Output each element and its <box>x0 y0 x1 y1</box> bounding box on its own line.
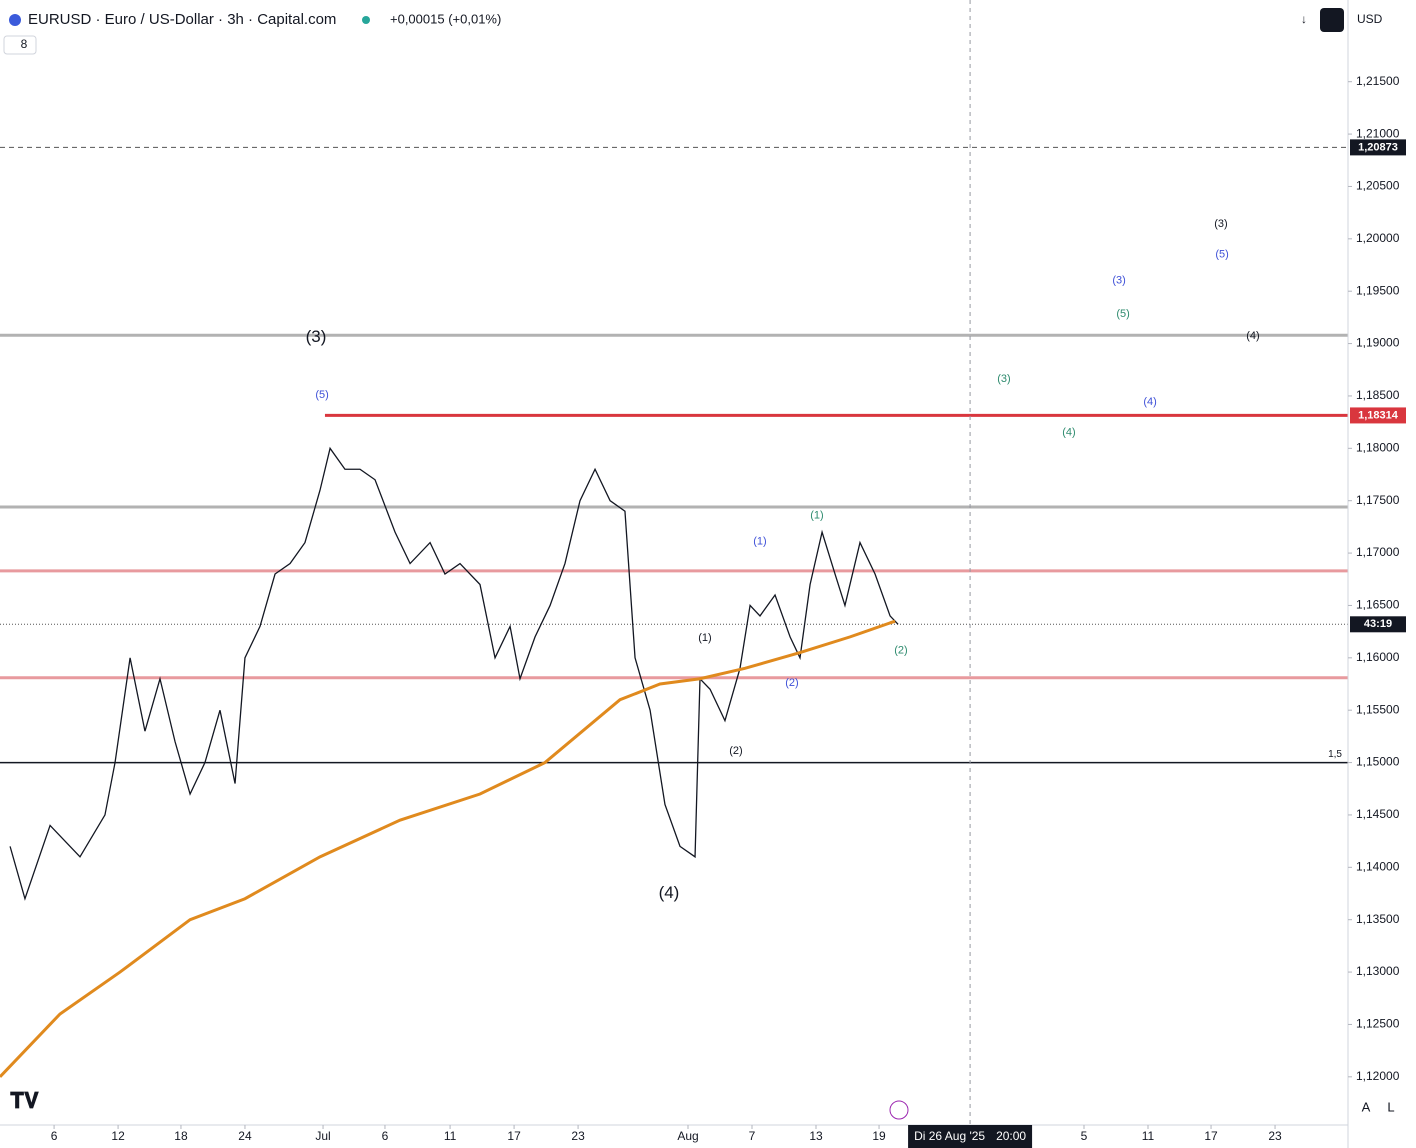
y-tick-label: 1,20000 <box>1356 231 1400 245</box>
wave-label: (1) <box>753 535 766 547</box>
price-tag-label: 1,20873 <box>1358 141 1398 153</box>
download-button[interactable]: ↓ <box>1301 12 1307 26</box>
y-tick-label: 1,21000 <box>1356 126 1400 140</box>
y-tick-label: 1,14000 <box>1356 859 1400 873</box>
wave-label: (5) <box>315 389 328 401</box>
series-line <box>9 446 899 901</box>
fullscreen-button[interactable] <box>1320 8 1344 32</box>
wave-label: (3) <box>1214 218 1227 230</box>
wave-label: (4) <box>659 883 680 902</box>
y-tick-label: 1,20500 <box>1356 179 1400 193</box>
x-tick-label: 13 <box>809 1129 823 1143</box>
events-icon[interactable] <box>889 1100 909 1120</box>
price-tag <box>1350 139 1406 156</box>
x-tick-label: Jul <box>315 1129 330 1143</box>
wave-label: (2) <box>894 644 907 656</box>
wave-label: (5) <box>1215 248 1228 260</box>
x-tick-label: 24 <box>238 1129 252 1143</box>
y-tick-label: 1,18000 <box>1356 440 1400 454</box>
x-tick-label: 23 <box>1268 1129 1282 1143</box>
y-tick-label: 1,12500 <box>1356 1017 1400 1031</box>
price-tag-label: 43:19 <box>1364 618 1392 630</box>
level-note: 1,5 <box>1328 749 1342 760</box>
crosshair-date: Di 26 Aug '25 <box>914 1129 985 1143</box>
y-tick-label: 1,16500 <box>1356 598 1400 612</box>
symbol-icon <box>9 14 21 26</box>
wave-label: (5) <box>1116 308 1129 320</box>
y-tick-label: 1,15500 <box>1356 702 1400 716</box>
x-tick-label: 7 <box>749 1129 756 1143</box>
price-tag-label: 1,18314 <box>1358 409 1399 421</box>
x-tick-label: 23 <box>571 1129 585 1143</box>
series-line <box>0 619 896 1078</box>
y-tick-label: 1,13000 <box>1356 964 1400 978</box>
x-tick-label: 19 <box>872 1129 886 1143</box>
x-tick-label: 11 <box>444 1129 457 1143</box>
y-tick-label: 1,18500 <box>1356 388 1400 402</box>
logo: 𝐓𝐕 <box>10 1088 39 1113</box>
currency[interactable]: USD <box>1357 12 1383 26</box>
wave-label: (1) <box>810 509 823 521</box>
y-tick-label: 1,12000 <box>1356 1069 1400 1083</box>
x-tick-label: 5 <box>1081 1129 1088 1143</box>
price-change: +0,00015 (+0,01%) <box>390 11 501 26</box>
price-tag <box>1350 616 1406 633</box>
y-tick-label: 1,19500 <box>1356 283 1400 297</box>
x-tick-label: 17 <box>507 1129 521 1143</box>
wave-label: (2) <box>729 745 742 757</box>
x-tick-label: 18 <box>174 1129 188 1143</box>
y-tick-label: 1,17000 <box>1356 545 1400 559</box>
wave-label: (4) <box>1062 427 1075 439</box>
wave-label: (4) <box>1246 330 1259 342</box>
wave-label: (3) <box>997 373 1010 385</box>
crosshair-time: 20:00 <box>996 1129 1026 1143</box>
wave-label: (2) <box>785 677 798 689</box>
symbol-title[interactable]: EURUSD · Euro / US-Dollar · 3h · Capital… <box>28 11 336 28</box>
y-tick-label: 1,13500 <box>1356 912 1400 926</box>
wave-label: (3) <box>1112 275 1125 287</box>
indicator-count: 8 <box>21 37 28 51</box>
y-tick-label: 1,16000 <box>1356 650 1400 664</box>
price-tag <box>1350 407 1406 424</box>
indicator-toggle[interactable] <box>3 35 37 55</box>
crosshair-tag <box>908 1125 1033 1148</box>
x-tick-label: 11 <box>1142 1129 1155 1143</box>
x-tick-label: 17 <box>1204 1129 1218 1143</box>
scale-button[interactable]: L <box>1387 1099 1394 1114</box>
x-tick-label: Aug <box>677 1129 698 1143</box>
y-tick-label: 1,17500 <box>1356 493 1400 507</box>
wave-label: (3) <box>306 327 327 346</box>
market-status <box>362 16 370 24</box>
y-tick-label: 1,21500 <box>1356 74 1400 88</box>
x-tick-label: 12 <box>111 1129 125 1143</box>
x-tick-label: 6 <box>382 1129 389 1143</box>
y-tick-label: 1,14500 <box>1356 807 1400 821</box>
wave-label: (4) <box>1143 396 1156 408</box>
y-tick-label: 1,19000 <box>1356 336 1400 350</box>
x-tick-label: 6 <box>51 1129 58 1143</box>
wave-label: (1) <box>698 632 711 644</box>
y-tick-label: 1,15000 <box>1356 755 1400 769</box>
scale-button[interactable]: A <box>1362 1099 1371 1114</box>
